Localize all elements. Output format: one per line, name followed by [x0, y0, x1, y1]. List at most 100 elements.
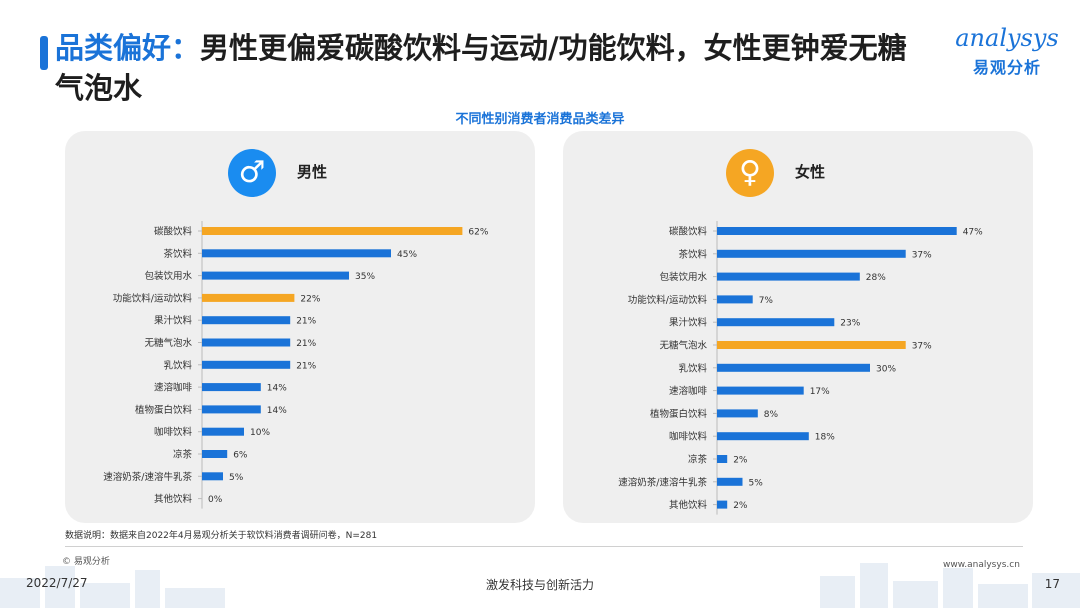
analysys-logo: analysys 易观分析: [952, 24, 1062, 80]
logo-en: analysys: [955, 24, 1059, 52]
category-label: 植物蛋白饮料: [135, 404, 193, 416]
data-label: 37%: [912, 250, 932, 260]
bar: [202, 427, 244, 436]
bar: [717, 409, 758, 418]
bar: [202, 249, 391, 258]
data-label: 0%: [208, 495, 223, 505]
category-label: 包装饮用水: [659, 271, 707, 283]
category-label: 速溶奶茶/速溶牛乳茶: [103, 471, 192, 483]
logo-cn: 易观分析: [972, 58, 1041, 77]
data-label: 14%: [267, 384, 287, 394]
divider: [65, 546, 1023, 547]
category-label: 凉茶: [173, 449, 193, 461]
category-label: 果汁饮料: [669, 317, 708, 329]
category-label: 茶饮料: [678, 248, 707, 260]
category-label: 植物蛋白饮料: [650, 408, 708, 420]
footer-date: 2022/7/27: [26, 576, 88, 590]
data-label: 28%: [866, 273, 886, 283]
bar: [202, 316, 291, 325]
category-label: 功能饮料/运动饮料: [628, 294, 708, 306]
category-label: 咖啡饮料: [669, 431, 708, 443]
category-label: 碳酸饮料: [669, 226, 708, 238]
data-label: 6%: [233, 451, 248, 461]
bar: [717, 500, 728, 509]
data-label: 10%: [250, 428, 270, 438]
male-chart: 碳酸饮料 62% 茶饮料 45% 包装饮用水 35% 功能饮料/运动饮料 22% 果汁饮料 21%…: [103, 221, 489, 509]
bar: [202, 472, 223, 481]
data-label: 35%: [355, 272, 375, 282]
category-label: 包装饮用水: [144, 270, 192, 282]
bar: [717, 227, 957, 235]
data-label: 22%: [300, 294, 320, 304]
category-label: 速溶奶茶/速溶牛乳茶: [618, 476, 707, 488]
bar: [717, 295, 753, 304]
bar: [202, 383, 261, 392]
category-label: 无糖气泡水: [659, 340, 707, 352]
skyline-decoration: [0, 563, 1080, 608]
female-chart: 碳酸饮料 47% 茶饮料 37% 包装饮用水 28% 功能饮料/运动饮料 7% 果汁饮料 23% 无…: [618, 221, 983, 515]
copyright: © 易观分析: [62, 557, 110, 567]
data-label: 21%: [296, 339, 316, 349]
category-label: 凉茶: [688, 454, 708, 466]
website-link[interactable]: www.analysys.cn: [943, 560, 1020, 570]
female-icon: ♀: [726, 149, 774, 197]
data-label: 2%: [733, 456, 748, 466]
page-title: 品类偏好：男性更偏爱碳酸饮料与运动/功能饮料，女性更钟爱无糖气泡水: [55, 28, 935, 108]
data-label: 18%: [815, 433, 835, 443]
male-icon: ♂: [228, 149, 276, 197]
data-label: 21%: [296, 317, 316, 327]
data-label: 30%: [876, 364, 896, 374]
chart-subtitle: 不同性别消费者消费品类差异: [455, 112, 625, 127]
bar: [717, 455, 728, 463]
data-label: 14%: [267, 406, 287, 416]
data-label: 45%: [397, 250, 417, 260]
category-label: 乳饮料: [163, 359, 192, 371]
category-label: 果汁饮料: [154, 315, 193, 327]
bar: [202, 450, 228, 458]
bar: [202, 227, 463, 235]
bar: [717, 318, 835, 327]
data-label: 5%: [749, 478, 764, 488]
data-label: 7%: [759, 296, 774, 306]
page-number: 17: [1044, 577, 1060, 591]
bar: [717, 341, 906, 349]
data-label: 62%: [468, 228, 488, 238]
data-label: 23%: [840, 319, 860, 329]
category-label: 速溶咖啡: [669, 385, 708, 397]
data-label: 21%: [296, 361, 316, 371]
bar: [202, 405, 261, 414]
category-label: 速溶咖啡: [154, 382, 193, 394]
data-label: 37%: [912, 342, 932, 352]
category-label: 其他饮料: [154, 493, 193, 505]
title-accent-bar: [40, 36, 48, 70]
bar: [717, 272, 860, 281]
data-label: 17%: [810, 387, 830, 397]
category-label: 乳饮料: [678, 362, 707, 374]
bar: [202, 293, 295, 302]
data-label: 47%: [963, 228, 983, 238]
category-label: 碳酸饮料: [154, 226, 193, 238]
male-label: 男性: [297, 163, 328, 181]
female-label: 女性: [795, 163, 826, 181]
category-label: 无糖气泡水: [144, 337, 192, 349]
bar: [717, 432, 809, 441]
title-highlight: 品类偏好：: [55, 31, 201, 65]
category-label: 咖啡饮料: [154, 426, 193, 438]
female-panel: 碳酸饮料 47% 茶饮料 37% 包装饮用水 28% 功能饮料/运动饮料 7% 果汁饮料 23% 无…: [563, 131, 1033, 523]
category-label: 茶饮料: [163, 248, 192, 260]
bar: [717, 386, 804, 395]
footer-slogan: 激发科技与创新活力: [485, 578, 594, 592]
bar: [202, 338, 291, 347]
data-note: 数据说明：数据来自2022年4月易观分析关于软饮料消费者调研问卷，N=281: [65, 531, 378, 541]
data-label: 8%: [764, 410, 779, 420]
bar: [202, 360, 291, 369]
data-label: 5%: [229, 473, 244, 483]
title-text: 男性更偏爱碳酸饮料与运动/功能饮料，女性更钟爱无糖气泡水: [55, 31, 907, 105]
male-panel: 碳酸饮料 62% 茶饮料 45% 包装饮用水 35% 功能饮料/运动饮料 22% 果汁饮料 21%…: [65, 131, 535, 523]
bar: [717, 477, 743, 486]
category-label: 功能饮料/运动饮料: [113, 292, 193, 304]
data-label: 2%: [733, 501, 748, 511]
category-label: 其他饮料: [669, 499, 708, 511]
bar: [717, 249, 906, 258]
bar: [202, 271, 349, 280]
